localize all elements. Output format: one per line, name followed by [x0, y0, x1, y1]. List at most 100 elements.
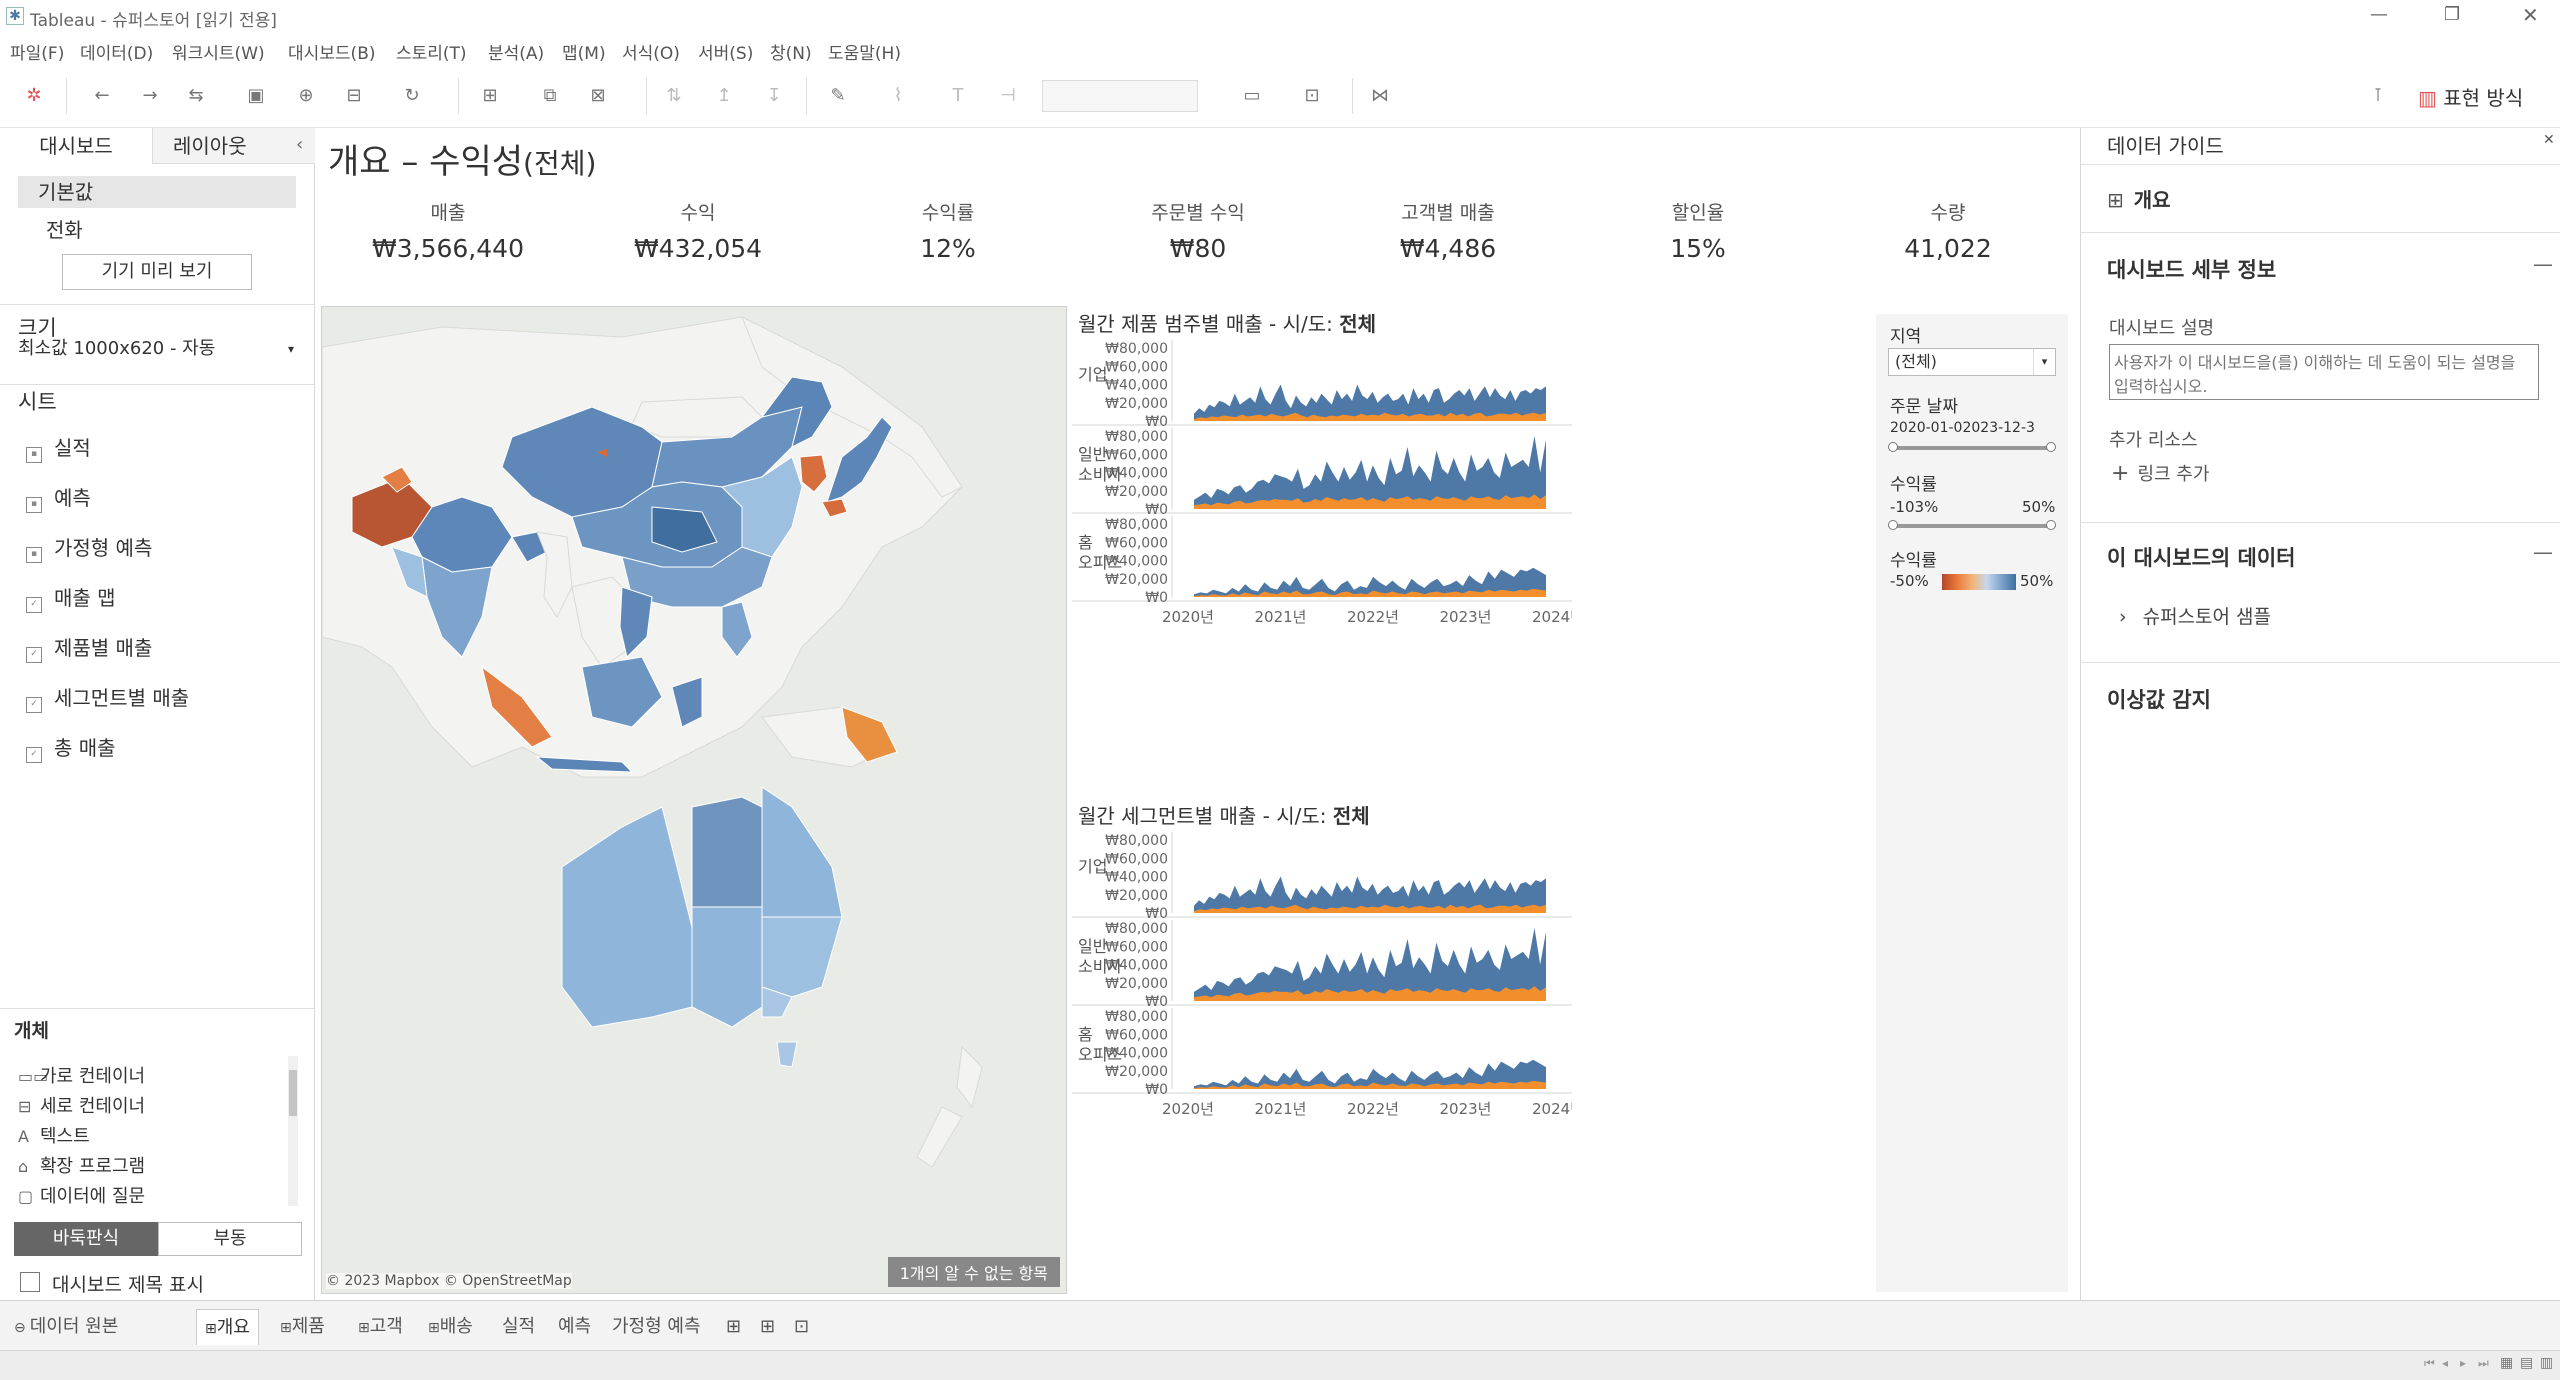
- sheet-item-sales-map[interactable]: ✓ 매출 맵: [26, 582, 116, 613]
- tab-layout[interactable]: 레이아웃: [152, 128, 315, 164]
- margin-color-legend[interactable]: [1942, 574, 2016, 590]
- objects-scrollbar[interactable]: [288, 1056, 298, 1206]
- menu-map[interactable]: 맵(M): [562, 44, 606, 64]
- size-dropdown[interactable]: 최소값 1000x620 - 자동 ▾: [18, 334, 300, 364]
- tabs-view-icon[interactable]: ▥: [2540, 1355, 2554, 1371]
- overview-item[interactable]: ⊞ 개요: [2107, 188, 2171, 212]
- kpi-discount-value[interactable]: 15%: [1670, 234, 1726, 263]
- minimize-icon[interactable]: —: [2370, 4, 2388, 25]
- show-cards-icon[interactable]: ▭: [1243, 85, 1261, 106]
- new-worksheet-tab-icon[interactable]: ⊞: [726, 1316, 742, 1337]
- fit-dropdown[interactable]: [1042, 80, 1198, 112]
- share-icon[interactable]: ⋈: [1371, 85, 1389, 106]
- tab-customer[interactable]: ⊞고객: [358, 1316, 403, 1337]
- tab-product[interactable]: ⊞제품: [280, 1316, 325, 1337]
- kpi-profit-per-order-value[interactable]: ₩80: [1169, 234, 1227, 263]
- tab-performance[interactable]: 실적: [502, 1316, 536, 1337]
- sheet-item-forecast[interactable]: ▪ 예측: [26, 482, 91, 513]
- tab-overview[interactable]: ⊞개요: [196, 1309, 259, 1345]
- menu-worksheet[interactable]: 워크시트(W): [172, 44, 265, 64]
- highlight-icon[interactable]: ✎: [830, 85, 846, 106]
- undo-icon[interactable]: ←: [94, 85, 110, 106]
- close-panel-icon[interactable]: ✕: [2543, 132, 2555, 148]
- menu-data[interactable]: 데이터(D): [80, 44, 154, 64]
- sheet-item-total-sales[interactable]: ✓ 총 매출: [26, 732, 116, 763]
- object-extension[interactable]: ⌂ 확장 프로그램: [18, 1156, 146, 1177]
- new-datasource-icon[interactable]: ⊕: [298, 85, 314, 106]
- menu-help[interactable]: 도움말(H): [828, 44, 901, 64]
- new-worksheet-icon[interactable]: ⊞: [482, 85, 498, 106]
- floating-button[interactable]: 부동: [158, 1222, 302, 1256]
- nav-next-icon[interactable]: ▸: [2460, 1356, 2467, 1370]
- unknown-items-badge[interactable]: 1개의 알 수 없는 항목: [887, 1257, 1060, 1287]
- duplicate-icon[interactable]: ⧉: [543, 85, 557, 106]
- description-textarea[interactable]: [2109, 344, 2539, 400]
- kpi-sales-value[interactable]: ₩3,566,440: [372, 234, 524, 263]
- margin-filter-slider[interactable]: [1888, 520, 2056, 530]
- nav-last-icon[interactable]: ⏭: [2478, 1356, 2489, 1370]
- group-icon[interactable]: ⌇: [893, 85, 903, 106]
- device-item-phone[interactable]: 전화: [46, 218, 83, 242]
- region-filter-dropdown[interactable]: (전체) ▾: [1888, 348, 2056, 376]
- restore-icon[interactable]: ❐: [2444, 4, 2461, 25]
- kpi-margin-value[interactable]: 12%: [920, 234, 976, 263]
- chart-panel[interactable]: 기업 ₩80,000 ₩60,000 ₩40,000 ₩20,000 ₩0: [1072, 340, 1572, 430]
- tab-whatif[interactable]: 가정형 예측: [612, 1316, 701, 1337]
- date-filter-slider[interactable]: [1888, 442, 2056, 452]
- sort-desc-icon[interactable]: ↧: [766, 85, 782, 106]
- filmstrip-view-icon[interactable]: ▤: [2520, 1355, 2534, 1371]
- close-icon[interactable]: ✕: [2522, 3, 2539, 27]
- pause-updates-icon[interactable]: ⊟: [346, 85, 362, 106]
- show-me-button[interactable]: ▥ 표현 방식: [2418, 82, 2523, 111]
- new-story-tab-icon[interactable]: ⊡: [794, 1316, 810, 1337]
- menu-analysis[interactable]: 분석(A): [488, 44, 545, 64]
- tab-datasource[interactable]: ⊖ 데이터 원본: [14, 1316, 119, 1337]
- tab-shipping[interactable]: ⊞배송: [428, 1316, 473, 1337]
- kpi-quantity-value[interactable]: 41,022: [1904, 234, 1992, 263]
- menu-dashboard[interactable]: 대시보드(B): [288, 44, 376, 64]
- menu-file[interactable]: 파일(F): [10, 44, 65, 64]
- pin-icon[interactable]: ⊺: [2373, 85, 2383, 106]
- redo-icon[interactable]: →: [142, 85, 158, 106]
- dashboard-data-heading[interactable]: 이 대시보드의 데이터: [2107, 546, 2296, 570]
- presentation-icon[interactable]: ⊡: [1304, 85, 1320, 106]
- add-link-button[interactable]: + 링크 추가: [2111, 461, 2210, 486]
- refresh-icon[interactable]: ↻: [404, 85, 420, 106]
- device-preview-button[interactable]: 기기 미리 보기: [62, 254, 252, 290]
- nav-first-icon[interactable]: ⏮: [2424, 1356, 2435, 1370]
- fix-axes-icon[interactable]: ⊣: [1000, 85, 1016, 106]
- collapse-panel-icon[interactable]: ‹: [296, 134, 304, 155]
- outlier-heading[interactable]: 이상값 감지: [2107, 688, 2211, 712]
- tableau-home-icon[interactable]: ✲: [26, 85, 42, 106]
- sheet-item-product-sales[interactable]: ✓ 제품별 매출: [26, 632, 152, 663]
- sheet-item-performance[interactable]: ▪ 실적: [26, 432, 91, 463]
- kpi-sales-per-customer-value[interactable]: ₩4,486: [1399, 234, 1497, 263]
- menu-format[interactable]: 서식(O): [622, 44, 680, 64]
- menu-server[interactable]: 서버(S): [698, 44, 754, 64]
- sales-map[interactable]: © 2023 Mapbox © OpenStreetMap 1개의 알 수 없는…: [321, 306, 1067, 1294]
- tiled-button[interactable]: 바둑판식: [14, 1222, 158, 1256]
- nav-prev-icon[interactable]: ◂: [2442, 1356, 2449, 1370]
- object-horizontal-container[interactable]: ▭▭가로 컨테이너: [18, 1066, 146, 1087]
- swap-icon[interactable]: ⇅: [666, 85, 682, 106]
- kpi-profit-value[interactable]: ₩432,054: [633, 234, 763, 263]
- sheet-item-whatif[interactable]: ▪ 가정형 예측: [26, 532, 152, 563]
- tab-forecast[interactable]: 예측: [558, 1316, 592, 1337]
- grid-view-icon[interactable]: ▦: [2500, 1355, 2514, 1371]
- sheet-item-segment-sales[interactable]: ✓ 세그먼트별 매출: [26, 682, 189, 713]
- chart-panel[interactable]: 기업 ₩80,000 ₩60,000 ₩40,000 ₩20,000 ₩0: [1072, 832, 1572, 922]
- sort-asc-icon[interactable]: ↥: [716, 85, 732, 106]
- clear-icon[interactable]: ⊠: [590, 85, 606, 106]
- replay-icon[interactable]: ⇆: [188, 85, 204, 106]
- object-ask-data[interactable]: ▢ 데이터에 질문: [18, 1186, 146, 1207]
- show-title-checkbox[interactable]: [20, 1272, 40, 1292]
- object-vertical-container[interactable]: ⊟ 세로 컨테이너: [18, 1096, 146, 1117]
- collapse-data-icon[interactable]: —: [2533, 540, 2553, 564]
- device-item-default[interactable]: 기본값: [18, 176, 296, 208]
- label-icon[interactable]: T: [952, 85, 964, 106]
